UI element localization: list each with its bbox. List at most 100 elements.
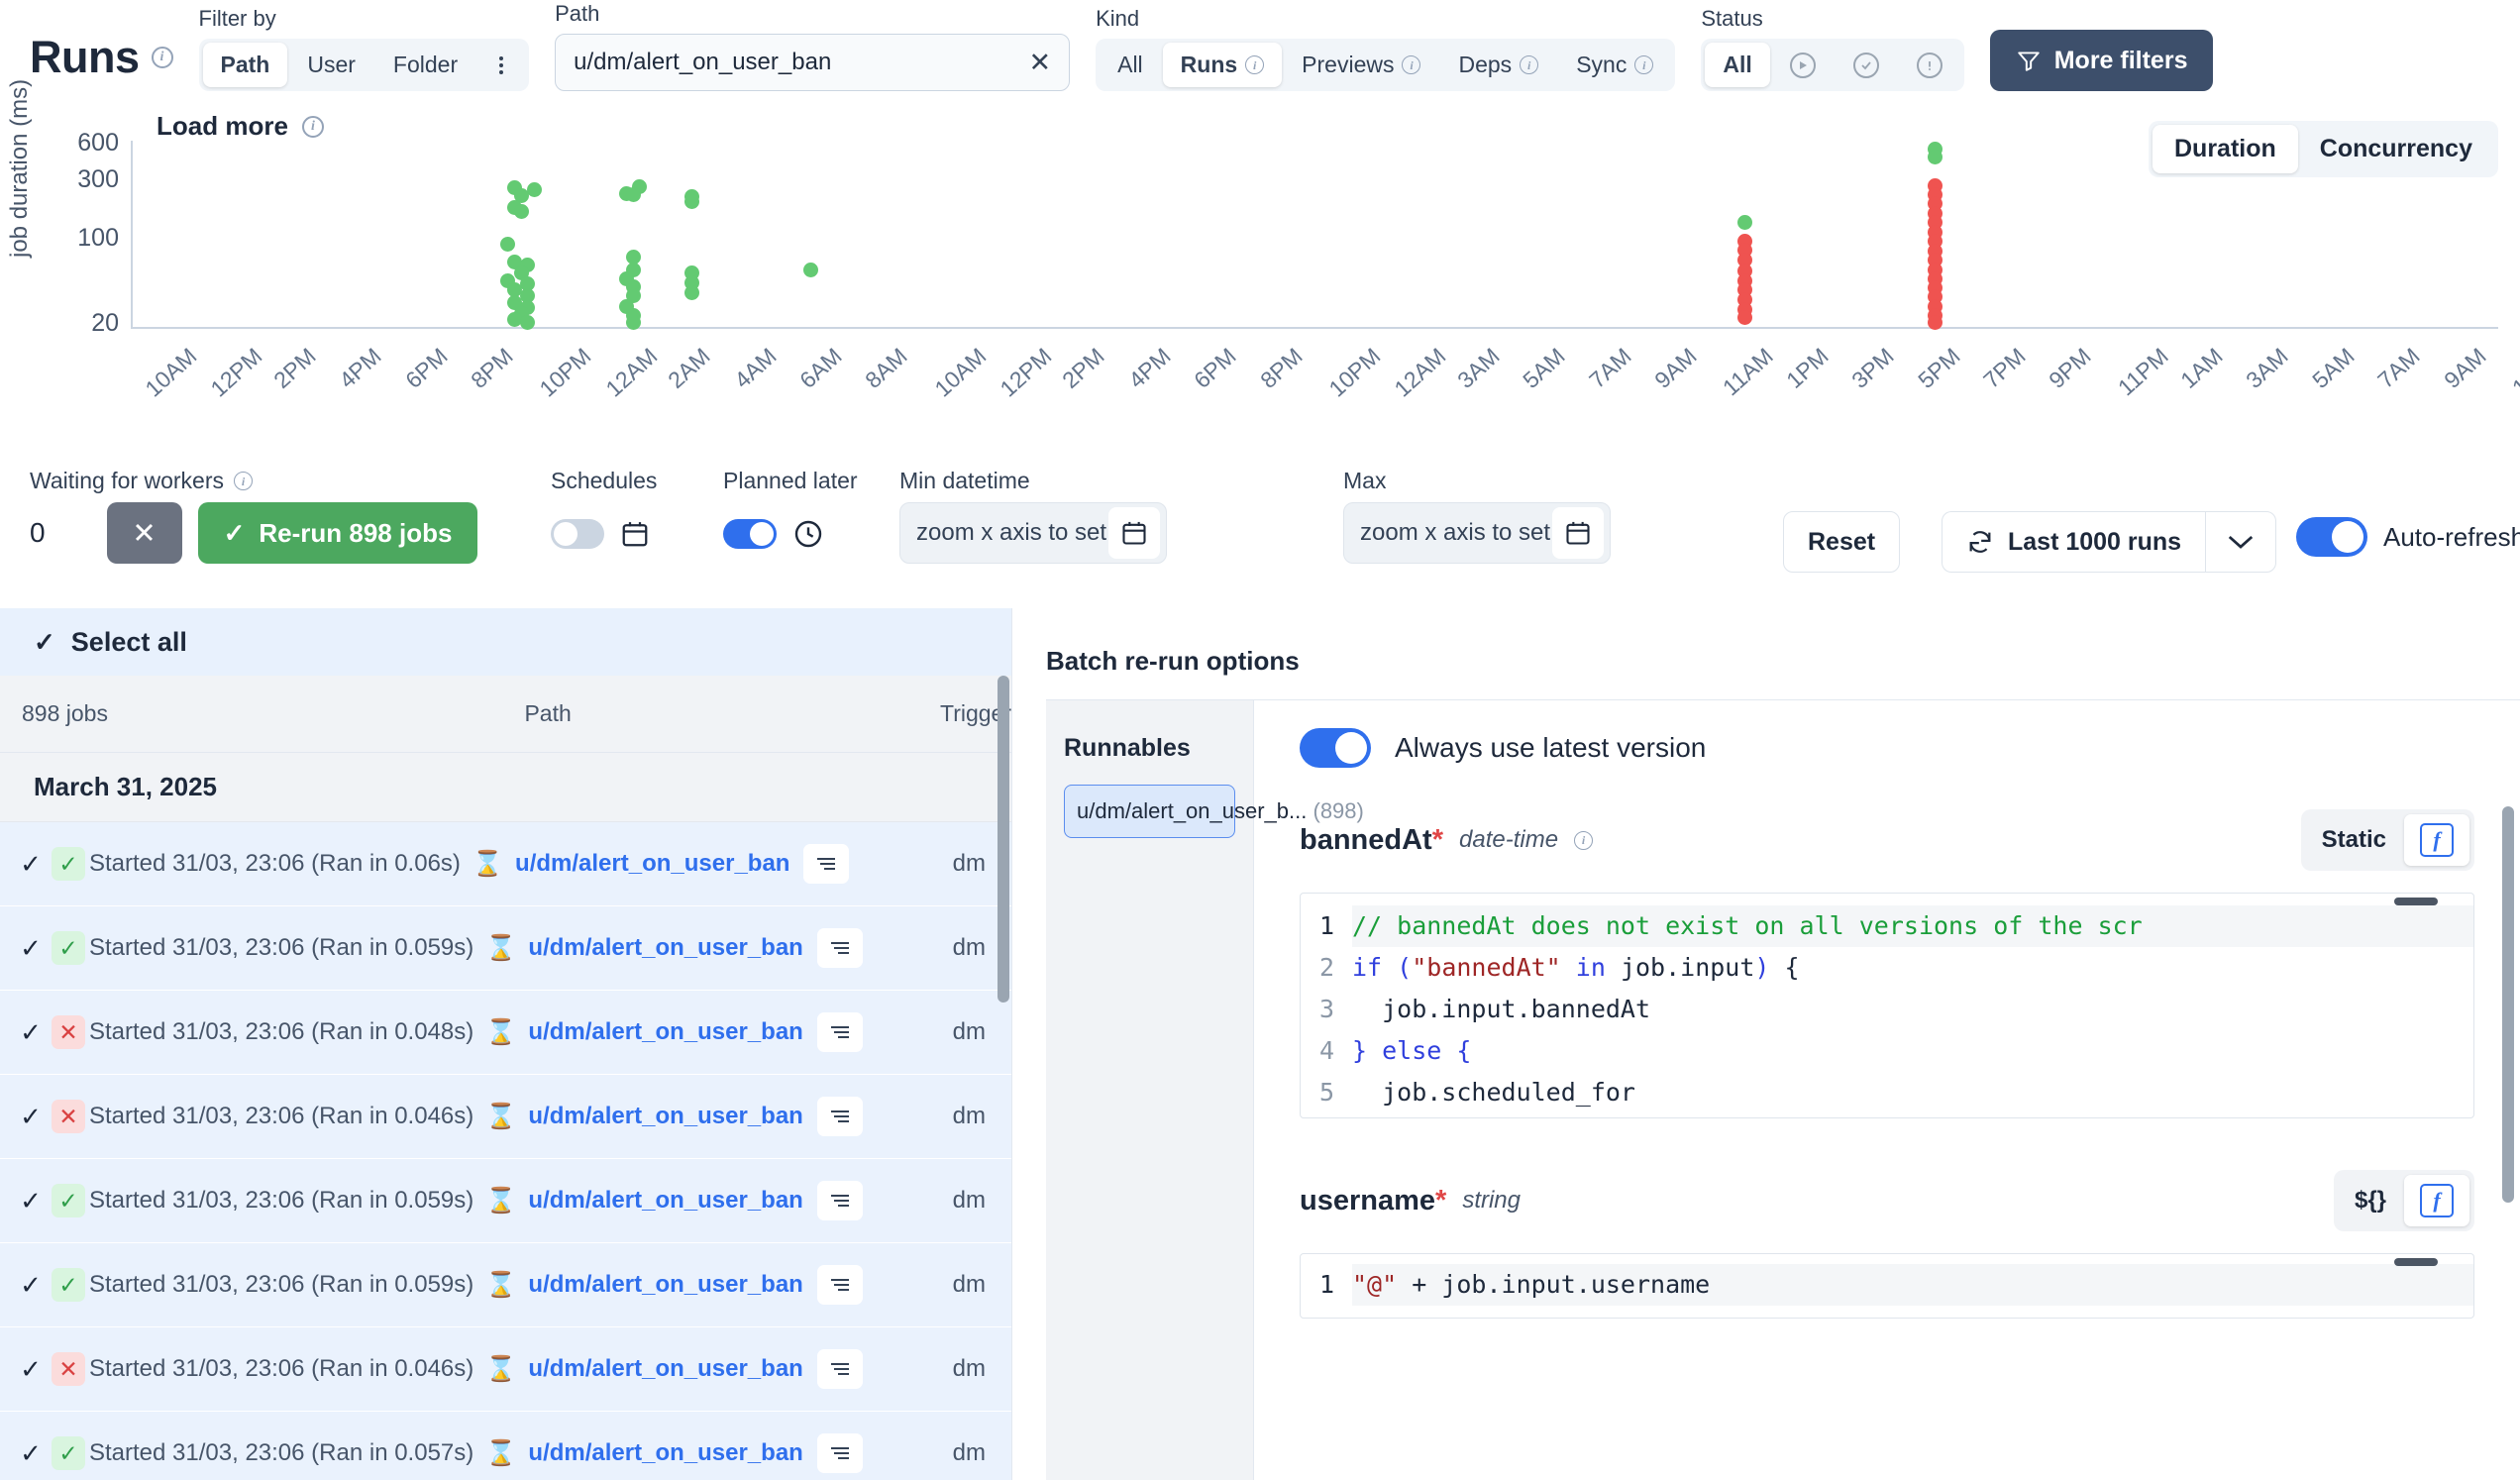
status-success-button[interactable] (1836, 43, 1897, 87)
last-runs-button[interactable]: Last 1000 runs (1942, 511, 2206, 573)
chart-point[interactable] (625, 314, 641, 330)
clock-icon[interactable] (792, 518, 824, 550)
table-row[interactable]: ✓ ✕ Started 31/03, 23:06 (Ran in 0.048s) ⌛ u… (0, 991, 1011, 1075)
rerun-jobs-button[interactable]: ✓ Re-run 898 jobs (197, 502, 478, 564)
kind-all-button[interactable]: All (1100, 43, 1161, 87)
calendar-icon[interactable] (620, 518, 650, 550)
row-path-link[interactable]: u/dm/alert_on_user_ban (528, 1439, 803, 1466)
max-datetime-input[interactable]: zoom x axis to set max (1343, 502, 1611, 564)
row-path-link[interactable]: u/dm/alert_on_user_ban (515, 850, 790, 877)
table-row[interactable]: ✓ ✕ Started 31/03, 23:06 (Ran in 0.046s) ⌛ u… (0, 1327, 1011, 1412)
editor-horizontal-scrollbar[interactable] (2394, 898, 2438, 905)
chart-point[interactable] (625, 186, 641, 202)
status-running-button[interactable] (1772, 43, 1834, 87)
row-filter-icon[interactable] (816, 1349, 863, 1389)
chart-point[interactable] (500, 236, 516, 252)
job-list-scroll-thumb[interactable] (998, 676, 1009, 1003)
table-row[interactable]: ✓ ✓ Started 31/03, 23:06 (Ran in 0.059s) ⌛ u… (0, 1243, 1011, 1327)
chart-point[interactable] (520, 314, 536, 330)
code-editor[interactable]: 1 "@" + job.input.username (1300, 1253, 2474, 1319)
batch-pane-scroll-thumb[interactable] (2502, 806, 2514, 1203)
job-list-scrollbar[interactable] (998, 676, 1009, 1480)
row-filter-icon[interactable] (816, 1265, 863, 1305)
kind-runs-button[interactable]: Runs i (1162, 43, 1283, 87)
tab-duration[interactable]: Duration (2152, 125, 2298, 173)
function-icon[interactable]: f (2404, 814, 2469, 866)
min-datetime-input[interactable]: zoom x axis to set min (dr (899, 502, 1167, 564)
row-path-link[interactable]: u/dm/alert_on_user_ban (528, 1018, 803, 1045)
arg-mode-label[interactable]: ${} (2354, 1187, 2386, 1214)
row-filter-icon[interactable] (816, 1097, 863, 1136)
chart-plot-area[interactable] (131, 141, 2498, 330)
cancel-jobs-button[interactable]: ✕ (106, 502, 182, 564)
auto-refresh-toggle[interactable] (2296, 517, 2367, 557)
chart-point[interactable] (802, 262, 818, 277)
table-row[interactable]: ✓ ✕ Started 31/03, 23:06 (Ran in 0.046s) ⌛ u… (0, 1075, 1011, 1159)
planned-later-toggle[interactable] (723, 519, 777, 549)
row-checkbox[interactable]: ✓ (20, 1016, 42, 1047)
row-path-link[interactable]: u/dm/alert_on_user_ban (528, 934, 803, 961)
runnable-item[interactable]: u/dm/alert_on_user_b... (898) (1064, 785, 1364, 838)
kebab-menu-icon[interactable] (477, 43, 525, 87)
editor-horizontal-scrollbar[interactable] (2394, 1258, 2438, 1266)
row-path-link[interactable]: u/dm/alert_on_user_ban (528, 1103, 803, 1129)
table-row[interactable]: ✓ ✓ Started 31/03, 23:06 (Ran in 0.059s) ⌛ u… (0, 906, 1011, 991)
row-filter-icon[interactable] (816, 1433, 863, 1473)
status-all-button[interactable]: All (1705, 43, 1770, 87)
filter-by-folder-button[interactable]: Folder (375, 43, 475, 87)
chart-point[interactable] (507, 312, 523, 328)
chart-point[interactable] (520, 287, 536, 303)
arg-mode-label[interactable]: Static (2321, 826, 2386, 853)
chart-point[interactable] (625, 250, 641, 265)
chart-point[interactable] (507, 254, 523, 269)
filter-by-path-button[interactable]: Path (202, 43, 288, 87)
row-checkbox[interactable]: ✓ (20, 932, 42, 963)
more-filters-button[interactable]: More filters (1989, 30, 2214, 91)
chart-point[interactable] (513, 204, 529, 220)
chart-point[interactable] (684, 284, 700, 300)
chart-point[interactable] (684, 194, 700, 210)
row-filter-icon[interactable] (803, 844, 850, 884)
row-filter-icon[interactable] (816, 928, 863, 968)
kind-previews-button[interactable]: Previews i (1284, 43, 1438, 87)
function-icon[interactable]: f (2404, 1175, 2469, 1226)
runs-range-dropdown-button[interactable] (2205, 511, 2277, 573)
row-filter-icon[interactable] (816, 1012, 863, 1052)
select-all-row[interactable]: ✓ Select all (0, 608, 1011, 676)
row-checkbox[interactable]: ✓ (20, 1269, 42, 1300)
always-latest-toggle[interactable] (1300, 728, 1371, 768)
chart-point[interactable] (1928, 314, 1943, 330)
row-checkbox[interactable]: ✓ (20, 1353, 42, 1384)
chart-point[interactable] (520, 276, 536, 292)
tab-concurrency[interactable]: Concurrency (2319, 135, 2472, 162)
chart-point[interactable] (1736, 310, 1752, 326)
row-checkbox[interactable]: ✓ (20, 848, 42, 879)
calendar-icon[interactable] (1552, 507, 1604, 559)
row-checkbox[interactable]: ✓ (20, 1101, 42, 1131)
row-checkbox[interactable]: ✓ (20, 1185, 42, 1216)
table-row[interactable]: ✓ ✓ Started 31/03, 23:06 (Ran in 0.057s) ⌛ u… (0, 1412, 1011, 1480)
kind-deps-button[interactable]: Deps i (1440, 43, 1556, 87)
path-input[interactable]: u/dm/alert_on_user_ban ✕ (555, 34, 1071, 91)
info-icon[interactable]: i (151, 47, 173, 68)
code-editor[interactable]: 1 // bannedAt does not exist on all versi… (1300, 893, 2474, 1118)
chart-point[interactable] (526, 181, 542, 197)
close-icon[interactable]: ✕ (1028, 47, 1052, 77)
table-row[interactable]: ✓ ✓ Started 31/03, 23:06 (Ran in 0.06s) ⌛ u/… (0, 822, 1011, 906)
batch-pane-scrollbar[interactable] (2502, 806, 2514, 1470)
chart-point[interactable] (507, 282, 523, 298)
row-filter-icon[interactable] (816, 1181, 863, 1220)
row-path-link[interactable]: u/dm/alert_on_user_ban (528, 1271, 803, 1298)
schedules-toggle[interactable] (551, 519, 604, 549)
table-row[interactable]: ✓ ✓ Started 31/03, 23:06 (Ran in 0.059s) ⌛ u… (0, 1159, 1011, 1243)
chart-point[interactable] (1928, 149, 1943, 164)
calendar-icon[interactable] (1108, 507, 1160, 559)
status-failed-button[interactable] (1899, 43, 1960, 87)
chart-point[interactable] (1736, 215, 1752, 231)
load-more-button[interactable]: Load more i (157, 111, 324, 142)
row-path-link[interactable]: u/dm/alert_on_user_ban (528, 1355, 803, 1382)
kind-sync-button[interactable]: Sync i (1558, 43, 1671, 87)
reset-button[interactable]: Reset (1783, 511, 1901, 573)
chart-point[interactable] (513, 188, 529, 204)
row-checkbox[interactable]: ✓ (20, 1437, 42, 1468)
